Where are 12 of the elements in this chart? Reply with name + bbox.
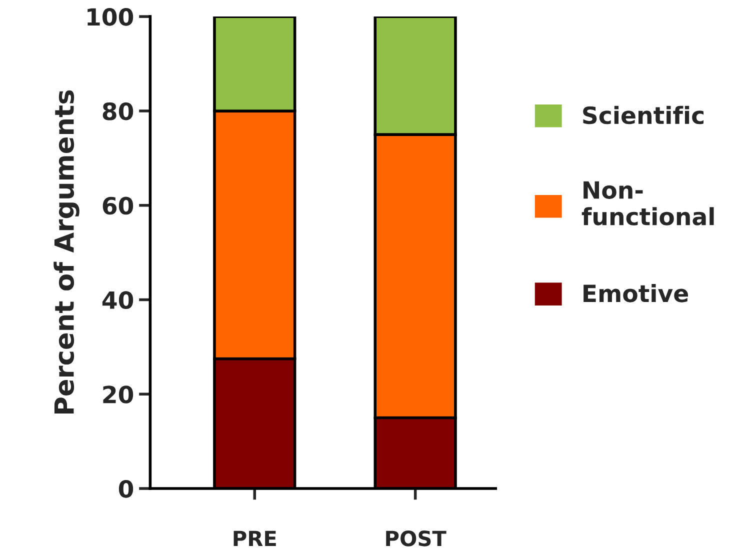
y-tick-label: 100 (88, 8, 134, 26)
x-tick-label: POST (386, 530, 446, 546)
y-tick-label: 40 (102, 291, 134, 310)
x-tick-label: PRE (234, 530, 276, 546)
legend-label: Emotive (584, 284, 688, 302)
y-axis-title: Percent of Arguments (54, 90, 80, 414)
y-tick-label: 20 (103, 386, 134, 404)
legend-label: Non-functional (582, 181, 714, 226)
y-tick-label: 60 (102, 196, 134, 215)
legend-label: Scientific (583, 106, 704, 124)
y-tick-label: 80 (102, 102, 134, 120)
y-tick-label: 0 (118, 480, 134, 498)
